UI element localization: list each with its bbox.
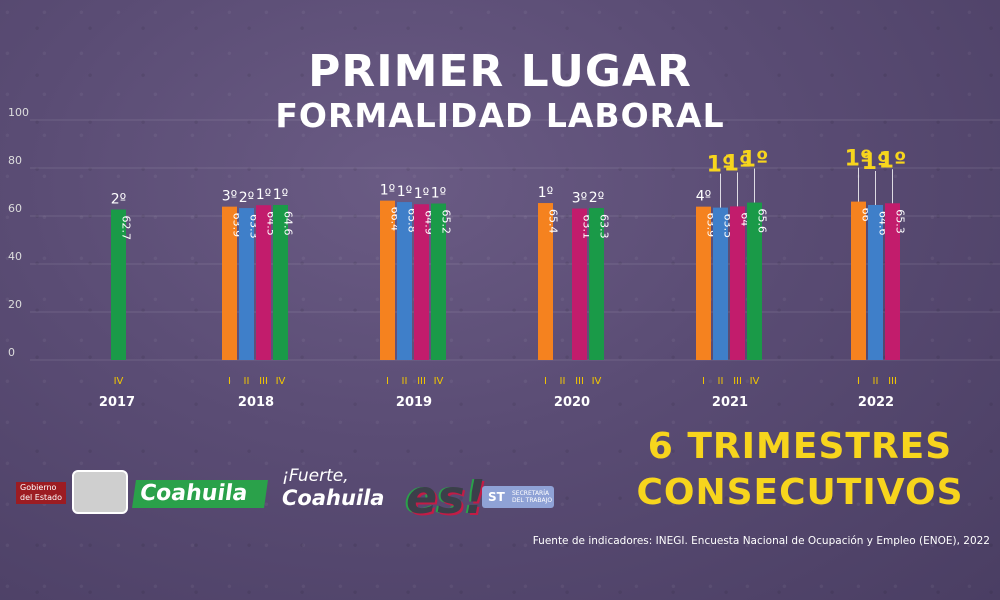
rank-label: 1º xyxy=(879,148,907,173)
bar xyxy=(397,202,412,360)
rank-label: 1º xyxy=(741,148,769,173)
value-label: 62.7 xyxy=(120,216,133,241)
y-tick-label: 40 xyxy=(8,250,22,263)
chart-subtitle: FORMALIDAD LABORAL xyxy=(275,96,725,135)
quarter-label: II xyxy=(873,376,879,387)
es-logo-text: es! xyxy=(406,470,486,524)
rank-label: 1º xyxy=(845,147,873,172)
quarter-label: IV xyxy=(750,376,760,387)
quarter-label: III xyxy=(575,376,584,387)
quarter-label: III xyxy=(733,376,742,387)
quarter-label: I xyxy=(702,376,705,387)
rank-label: 1º xyxy=(431,186,447,202)
quarter-label: II xyxy=(402,376,408,387)
bar xyxy=(713,207,728,360)
quarter-label: I xyxy=(386,376,389,387)
quarter-label: I xyxy=(857,376,860,387)
callout-text: 6 TRIMESTRES CONSECUTIVOS xyxy=(630,424,970,516)
quarter-label: II xyxy=(718,376,724,387)
callout-line2: CONSECUTIVOS xyxy=(636,472,964,513)
value-label: 65.4 xyxy=(547,209,560,234)
year-label: 2020 xyxy=(554,395,590,410)
st-text: SECRETARÍA DEL TRABAJO xyxy=(512,490,553,504)
bar xyxy=(256,205,271,360)
fuerte-text: ¡Fuerte, xyxy=(282,466,349,486)
bar xyxy=(868,204,883,360)
bar xyxy=(273,204,288,360)
value-label: 64.6 xyxy=(282,211,295,236)
year-label: 2022 xyxy=(858,395,894,410)
rank-label: 2º xyxy=(589,190,605,206)
value-label: 65.6 xyxy=(756,209,769,234)
y-tick-label: 100 xyxy=(8,106,29,119)
st-mark: ST xyxy=(488,490,505,504)
bar xyxy=(538,203,553,360)
rank-label: 1º xyxy=(707,153,735,178)
rank-label: 2º xyxy=(111,192,127,208)
y-tick-label: 60 xyxy=(8,202,22,215)
y-tick-label: 0 xyxy=(8,346,15,359)
quarter-label: IV xyxy=(114,376,124,387)
quarter-label: III xyxy=(417,376,426,387)
coahuila-government-logo: Gobierno del Estado Coahuila xyxy=(16,470,268,514)
value-label: 65.2 xyxy=(440,210,453,235)
rank-label: 1º xyxy=(256,187,272,203)
rank-label: 1º xyxy=(862,150,890,175)
bar xyxy=(431,203,446,360)
bar xyxy=(885,203,900,360)
bar xyxy=(730,206,745,360)
bar xyxy=(572,208,587,360)
quarter-label: IV xyxy=(434,376,444,387)
coahuila-logo-text: Coahuila xyxy=(132,480,268,508)
gobierno-del-estado-label: Gobierno del Estado xyxy=(16,482,66,504)
quarter-label: IV xyxy=(276,376,286,387)
bar xyxy=(239,208,254,360)
value-label: 65.3 xyxy=(894,209,907,234)
rank-label: 3º xyxy=(572,191,588,207)
rank-label: 1º xyxy=(397,184,413,200)
y-tick-label: 20 xyxy=(8,298,22,311)
rank-label: 2º xyxy=(239,190,255,206)
secretaria-trabajo-logo: ST SECRETARÍA DEL TRABAJO xyxy=(482,486,554,508)
quarter-label: I xyxy=(228,376,231,387)
y-tick-label: 80 xyxy=(8,154,22,167)
fuerte-coahuila-text: Coahuila xyxy=(282,486,385,510)
bar xyxy=(111,209,126,360)
bar xyxy=(696,206,711,360)
source-note: Fuente de indicadores: INEGI. Encuesta N… xyxy=(532,535,990,547)
bar xyxy=(222,206,237,360)
bar xyxy=(589,208,604,360)
rank-label: 1º xyxy=(414,186,430,202)
rank-label: 1º xyxy=(538,185,554,201)
rank-label: 1º xyxy=(724,151,752,176)
quarter-label: IV xyxy=(592,376,602,387)
year-label: 2018 xyxy=(238,395,274,410)
callout-line1: 6 TRIMESTRES xyxy=(647,426,953,467)
bar xyxy=(380,200,395,360)
bar xyxy=(414,204,429,360)
year-label: 2021 xyxy=(712,395,748,410)
quarter-label: I xyxy=(544,376,547,387)
rank-label: 1º xyxy=(273,187,289,203)
bar xyxy=(851,201,866,360)
quarter-label: II xyxy=(560,376,566,387)
rank-label: 4º xyxy=(696,189,712,205)
quarter-label: III xyxy=(888,376,897,387)
rank-label: 3º xyxy=(222,189,238,205)
chart-title: PRIMER LUGAR xyxy=(308,46,692,97)
value-label: 63.3 xyxy=(598,214,611,239)
bar xyxy=(747,202,762,360)
year-label: 2019 xyxy=(396,395,432,410)
fuerte-coahuila-logo: ¡Fuerte, Coahuila xyxy=(282,466,402,526)
rank-label: 1º xyxy=(380,183,396,199)
quarter-label: II xyxy=(244,376,250,387)
state-crest-icon xyxy=(72,470,128,514)
year-label: 2017 xyxy=(99,395,135,410)
quarter-label: III xyxy=(259,376,268,387)
